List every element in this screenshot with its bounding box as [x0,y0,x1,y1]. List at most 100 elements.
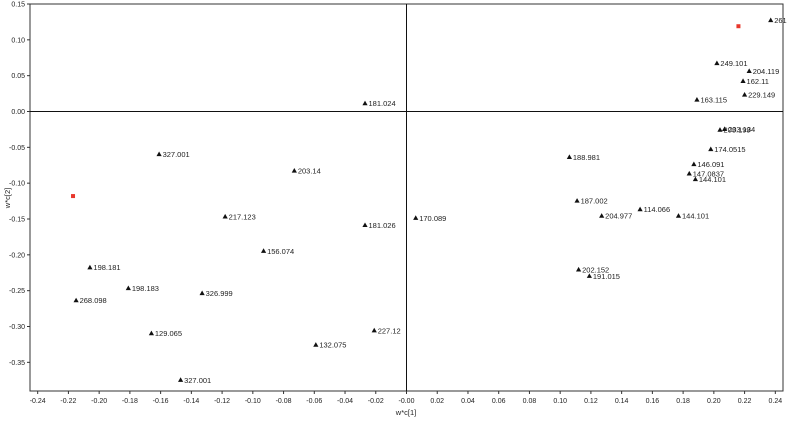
x-tick-label: -0.10 [245,398,261,405]
triangle-marker [768,17,774,23]
x-tick-label: -0.14 [183,398,199,405]
data-point: 129.065 [148,329,182,338]
point-label: 187.002 [581,197,608,206]
x-tick-label: 0.02 [430,398,444,405]
data-point: 227.12 [371,326,401,335]
highlight-square-marker [71,194,76,199]
point-label: 327.001 [163,150,190,159]
data-point: 147.0837 [686,169,724,178]
triangle-marker [156,151,162,157]
triangle-marker [371,327,377,333]
triangle-marker [413,215,419,220]
triangle-marker [714,60,720,66]
y-tick-label: 0.10 [11,37,25,44]
data-point: 132.075 [313,341,346,350]
triangle-marker [291,167,297,173]
point-label: 163.115 [700,96,727,105]
point-label: 198.181 [93,263,120,272]
x-tick-label: -0.02 [368,398,384,405]
data-point: 146.091 [691,160,724,169]
point-label: 229.149 [748,91,775,100]
point-label: 203.199 [723,126,750,135]
triangle-marker [586,273,592,278]
triangle-marker [722,126,728,132]
data-point: 204.977 [599,212,632,221]
point-label: 188.981 [573,153,600,162]
x-tick-label: -0.24 [30,398,46,405]
triangle-marker [717,127,723,132]
triangle-marker [694,97,700,102]
x-tick-label: -0.22 [60,398,76,405]
y-tick-label: -0.15 [9,217,25,224]
y-axis-title: w*c[2] [3,188,12,209]
triangle-marker [691,161,697,167]
triangle-marker [692,176,699,182]
x-tick-label: 0.12 [584,398,598,405]
data-point: 174.0515 [708,145,746,154]
y-tick-label: -0.25 [9,288,25,295]
point-label: 147.0837 [693,169,724,178]
y-tick-label: 0.00 [11,109,25,116]
data-point: 188.981 [566,153,600,162]
data-point: 261 [768,16,787,25]
triangle-marker [199,290,205,296]
x-tick-label: 0.04 [461,398,475,405]
point-label: 181.024 [369,99,396,108]
point-label: 181.026 [369,221,396,230]
y-tick-label: -0.20 [9,252,25,259]
x-tick-label: 0.08 [523,398,537,405]
data-point: 191.015 [586,272,620,281]
data-point: 187.002 [574,197,608,206]
x-tick-label: 0.20 [707,398,721,405]
point-label: 198.183 [132,284,159,293]
point-label: 170.089 [419,214,446,223]
highlight-points [71,24,741,199]
data-point: 156.074 [260,247,294,256]
y-axis-ticks: 0.15 0.10 0.05 0.00 -0.05 -0.10 -0.15 -0.20 -0.2… [9,2,30,367]
point-label: 156.074 [267,247,294,256]
triangle-marker [566,154,572,159]
point-label: 129.065 [155,329,182,338]
point-label: 204.119 [753,67,780,76]
point-label: 261 [774,16,787,25]
x-tick-label: -0.18 [122,398,138,405]
triangle-marker [87,264,93,270]
point-label: 144.101 [699,175,726,184]
highlight-square-marker [736,24,741,29]
data-point: 181.024 [362,99,396,108]
x-tick-label: 0.06 [492,398,506,405]
triangle-marker [637,206,643,212]
point-label: 203.14 [298,166,321,175]
triangle-marker [740,78,746,83]
triangle-marker [313,342,319,347]
x-axis-title: w*c[1] [395,408,416,417]
data-point: 203.134 [722,125,755,134]
point-label: 327.001 [184,376,211,385]
point-label: 227.12 [378,326,401,335]
point-label: 203.134 [728,125,755,134]
triangle-marker [178,377,184,382]
point-label: 202.152 [582,265,609,274]
data-point: 204.119 [746,67,780,76]
data-point: 202.152 [576,265,609,274]
data-point: 327.001 [178,376,211,385]
point-label: 217.123 [229,212,256,221]
data-point: 144.101 [675,212,709,221]
triangle-marker [125,285,131,291]
x-tick-label: -0.20 [91,398,107,405]
point-label: 132.075 [319,341,346,350]
y-tick-label: -0.10 [9,181,25,188]
triangle-marker [362,100,368,106]
triangle-marker [574,198,580,203]
data-point: 114.066 [637,205,670,214]
triangle-marker [675,213,682,218]
x-tick-label: 0.24 [769,398,783,405]
triangle-marker [576,266,582,272]
data-point: 326.999 [199,289,233,298]
triangle-marker [686,170,692,176]
triangle-marker [746,68,752,73]
data-point: 203.14 [291,166,321,175]
triangle-marker [260,248,267,253]
x-tick-label: 0.22 [738,398,752,405]
